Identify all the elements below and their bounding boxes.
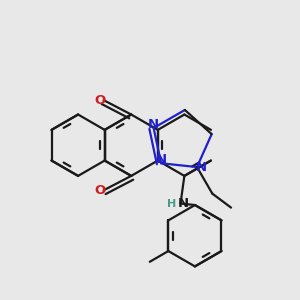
Text: N: N [148,118,159,131]
Text: O: O [94,94,105,106]
Text: O: O [94,184,105,197]
Text: N: N [156,153,167,166]
Text: H: H [167,199,176,208]
Text: N: N [195,160,206,174]
Text: N: N [178,197,189,210]
